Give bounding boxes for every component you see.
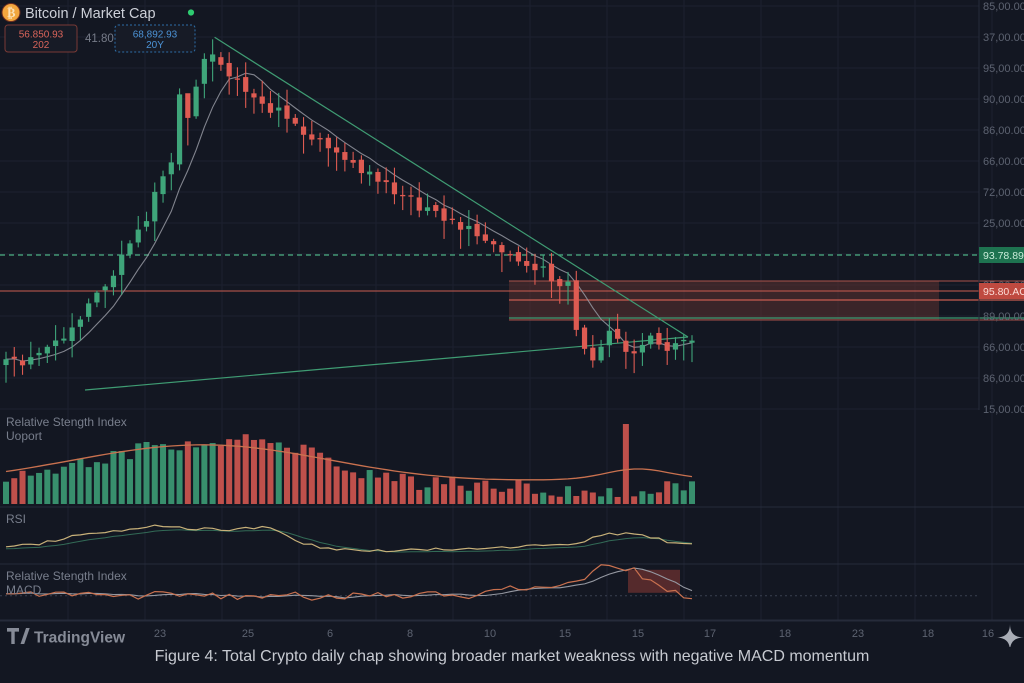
svg-text:Relative Stength Index: Relative Stength Index [6,569,127,583]
svg-text:18: 18 [922,628,934,640]
svg-text:56.850.93: 56.850.93 [19,30,64,41]
svg-text:85,00.00: 85,00.00 [983,1,1024,13]
svg-text:93.78.89: 93.78.89 [983,250,1024,262]
svg-text:TradingView: TradingView [34,630,126,647]
svg-text:23: 23 [154,628,166,640]
svg-text:86,00.00: 86,00.00 [983,373,1024,385]
svg-text:25,00.00: 25,00.00 [983,218,1024,230]
svg-text:Bitcoin / Market Cap: Bitcoin / Market Cap [25,6,156,22]
svg-text:18: 18 [779,628,791,640]
svg-text:Uoport: Uoport [6,429,43,443]
svg-text:20Y: 20Y [146,40,164,51]
svg-text:23: 23 [852,628,864,640]
svg-text:89,00.00: 89,00.00 [983,311,1024,323]
svg-text:95.80.AC: 95.80.AC [983,286,1024,298]
svg-text:16: 16 [982,628,994,640]
svg-text:17: 17 [704,628,716,640]
svg-text:202: 202 [33,40,50,51]
svg-text:10: 10 [484,628,496,640]
svg-text:RSI: RSI [6,512,26,526]
svg-text:86,00.00: 86,00.00 [983,125,1024,137]
svg-text:66,00.00: 66,00.00 [983,156,1024,168]
svg-text:95,00.00: 95,00.00 [983,63,1024,75]
svg-text:Relative Stength Index: Relative Stength Index [6,415,127,429]
svg-text:68,892.93: 68,892.93 [133,30,178,41]
svg-text:8: 8 [407,628,413,640]
svg-text:66,00.00: 66,00.00 [983,342,1024,354]
svg-text:6: 6 [327,628,333,640]
svg-text:15: 15 [559,628,571,640]
svg-text:25: 25 [242,628,254,640]
svg-text:MACD: MACD [6,583,42,597]
svg-text:72,00.00: 72,00.00 [983,187,1024,199]
svg-text:₿: ₿ [7,6,15,20]
svg-text:15: 15 [632,628,644,640]
svg-text:37,00.00: 37,00.00 [983,32,1024,44]
svg-text:41.80: 41.80 [85,33,114,45]
svg-text:90,00.00: 90,00.00 [983,94,1024,106]
svg-text:15,00.00: 15,00.00 [983,404,1024,416]
